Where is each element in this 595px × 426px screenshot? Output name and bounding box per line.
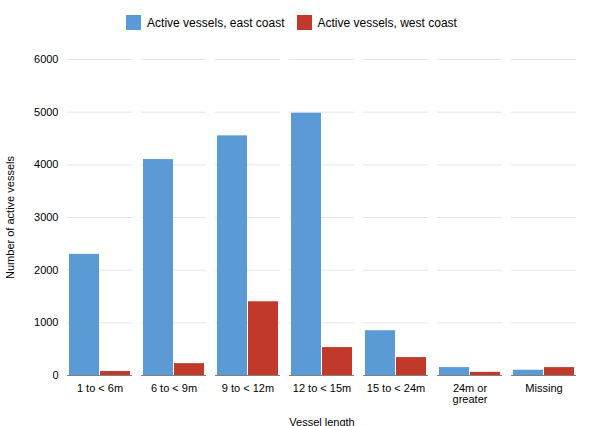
svg-text:Missing: Missing bbox=[525, 382, 562, 394]
svg-text:Number of active vessels: Number of active vessels bbox=[4, 156, 16, 279]
svg-text:4000: 4000 bbox=[34, 158, 58, 170]
svg-text:12 to < 15m: 12 to < 15m bbox=[293, 382, 351, 394]
svg-text:15 to < 24m: 15 to < 24m bbox=[367, 382, 425, 394]
svg-text:2000: 2000 bbox=[34, 264, 58, 276]
svg-text:0: 0 bbox=[52, 369, 58, 381]
svg-text:9 to < 12m: 9 to < 12m bbox=[222, 382, 274, 394]
html-text:Active vessels, east coast: Active vessels, east coast bbox=[147, 15, 285, 30]
svg-text:6 to < 9m: 6 to < 9m bbox=[151, 382, 197, 394]
svg-text:Vessel length: Vessel length bbox=[289, 416, 354, 426]
svg-text:24m orgreater: 24m orgreater bbox=[453, 382, 488, 405]
svg-text:3000: 3000 bbox=[34, 211, 58, 223]
html-text:Active vessels, west coast: Active vessels, west coast bbox=[317, 15, 457, 30]
svg-text:1000: 1000 bbox=[34, 316, 58, 328]
svg-text:5000: 5000 bbox=[34, 106, 58, 118]
svg-text:1 to < 6m: 1 to < 6m bbox=[77, 382, 123, 394]
svg-text:6000: 6000 bbox=[34, 53, 58, 65]
